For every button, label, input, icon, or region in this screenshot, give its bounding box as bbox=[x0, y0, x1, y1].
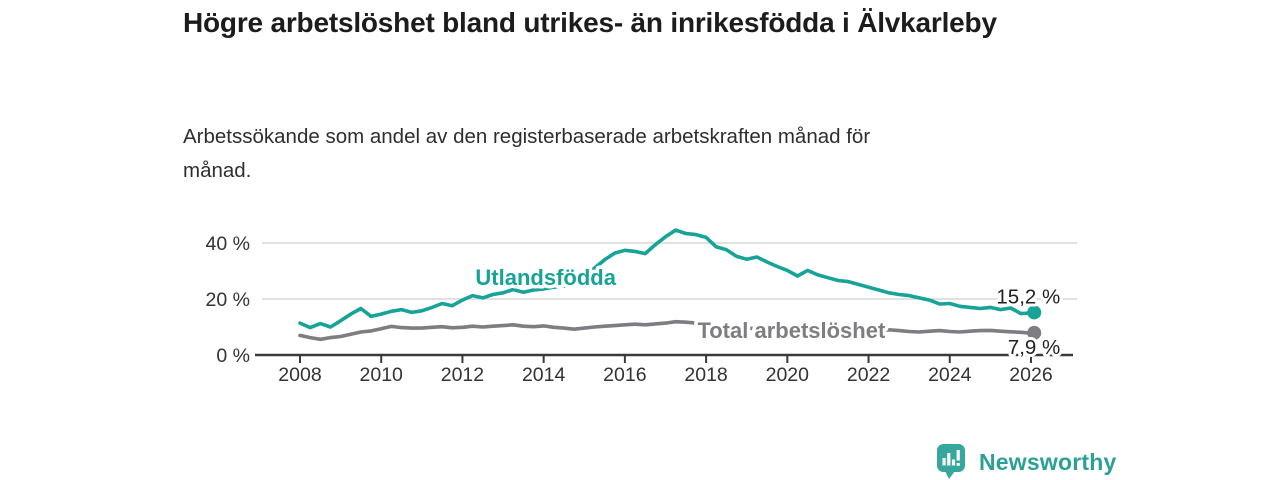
end-value-label-total-arbetsl-shet: 7,9 % bbox=[1008, 336, 1060, 359]
y-tick-label: 0 % bbox=[216, 345, 250, 367]
y-tick-label: 40 % bbox=[206, 233, 250, 255]
x-tick-label: 2012 bbox=[441, 364, 484, 386]
x-tick-label: 2010 bbox=[360, 364, 404, 386]
series-label-utlandsf-dda: Utlandsfödda bbox=[475, 265, 616, 290]
x-tick-label: 2024 bbox=[928, 364, 972, 386]
x-tick-label: 2022 bbox=[847, 364, 890, 386]
x-tick-label: 2014 bbox=[522, 364, 566, 386]
newsworthy-wordmark: Newsworthy bbox=[979, 448, 1117, 475]
end-value-label-utlandsf-dda: 15,2 % bbox=[996, 285, 1060, 308]
x-tick-label: 2016 bbox=[603, 364, 646, 386]
series-end-dot-total-arbetsl-shet bbox=[1027, 325, 1042, 340]
x-tick-label: 2020 bbox=[766, 364, 810, 386]
chart-title: Högre arbetslöshet bland utrikes- än inr… bbox=[183, 7, 997, 38]
series-end-dot-utlandsf-dda bbox=[1027, 305, 1042, 320]
x-tick-label: 2008 bbox=[278, 364, 321, 386]
x-tick-label: 2018 bbox=[684, 364, 727, 386]
chart-subtitle: Arbetssökande som andel av den registerb… bbox=[183, 125, 871, 182]
newsworthy-logo: Newsworthy bbox=[932, 443, 1116, 480]
series-label-total-arbetsl-shet: Total arbetslöshet bbox=[697, 318, 886, 343]
y-tick-label: 20 % bbox=[206, 289, 250, 311]
series-line-total-arbetsl-shet bbox=[298, 319, 1036, 342]
newsworthy-logo-icon bbox=[937, 444, 965, 479]
x-tick-label: 2026 bbox=[1009, 364, 1052, 386]
series-line-utlandsf-dda bbox=[298, 228, 1036, 330]
